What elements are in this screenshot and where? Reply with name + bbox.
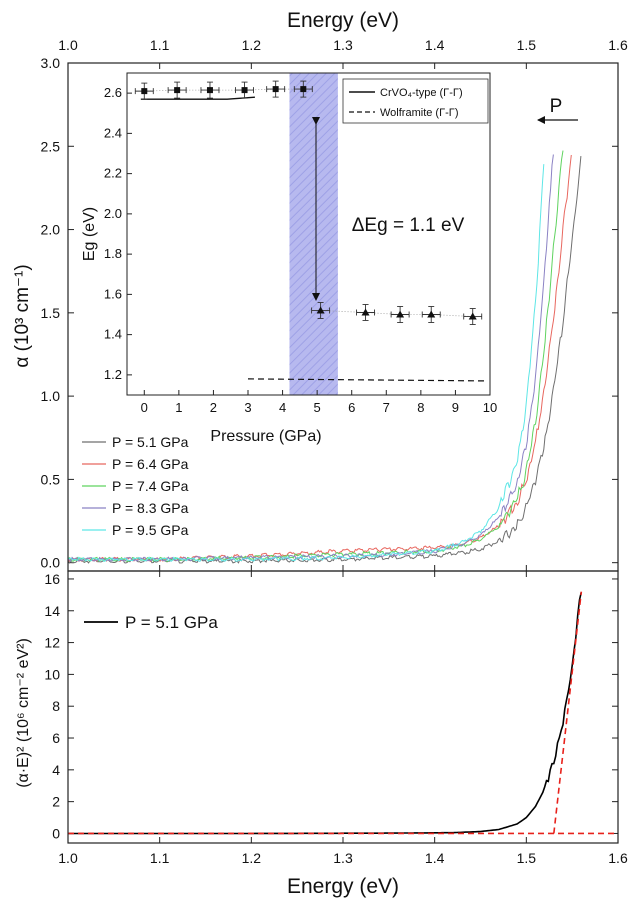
inset-x-tick-label: 2 bbox=[210, 400, 217, 415]
inset-x-tick-label: 4 bbox=[279, 400, 286, 415]
transition-region bbox=[289, 73, 338, 395]
bottom-y-tick-label: 10 bbox=[44, 666, 60, 682]
top-y-tick-label: 3.0 bbox=[41, 55, 61, 71]
inset-y-tick-label: 1.4 bbox=[104, 327, 122, 342]
bottom-y-axis-label: (α·E)² (10⁶ cm⁻² eV²) bbox=[15, 638, 32, 788]
bottom-x-tick-label: 1.4 bbox=[425, 850, 445, 866]
square-point bbox=[206, 87, 213, 94]
top-y-axis-label: α (10³ cm⁻¹) bbox=[12, 264, 33, 367]
top-x-tick-label: 1.3 bbox=[333, 37, 353, 53]
inset-x-tick-label: 3 bbox=[244, 400, 251, 415]
bottom-x-tick-label: 1.5 bbox=[517, 850, 537, 866]
top-tick-layer: 1.0 1.1 1.2 1.3 1.4 1.5 1.6 0.0 0.5 1.0 1.5 2.0 2.5 3… bbox=[41, 37, 628, 571]
top-axis-title: Energy (eV) bbox=[287, 9, 399, 32]
bottom-x-tick-label: 1.6 bbox=[608, 850, 628, 866]
bottom-y-tick-label: 14 bbox=[44, 603, 60, 619]
inset-x-tick-label: 5 bbox=[314, 400, 321, 415]
top-x-tick-label: 1.6 bbox=[608, 37, 628, 53]
top-y-tick-label: 2.0 bbox=[41, 222, 61, 238]
top-y-tick-label: 1.5 bbox=[41, 305, 61, 321]
top-x-tick-label: 1.0 bbox=[58, 37, 78, 53]
bottom-series-layer bbox=[68, 591, 618, 835]
bottom-y-tick-label: 4 bbox=[52, 762, 60, 778]
linear-fit-line bbox=[553, 591, 583, 834]
inset-x-tick-label: 8 bbox=[417, 400, 424, 415]
inset-shade-layer bbox=[289, 73, 338, 395]
top-x-tick-label: 1.5 bbox=[517, 37, 537, 53]
bottom-plot-frame bbox=[67, 570, 619, 844]
legend-label: P = 8.3 GPa bbox=[112, 500, 189, 516]
bottom-y-tick-label: 6 bbox=[52, 730, 60, 746]
triangle-point bbox=[427, 310, 436, 318]
inset-y-tick-label: 2.4 bbox=[104, 125, 122, 140]
top-series-line bbox=[67, 164, 545, 562]
legend-label: P = 5.1 GPa bbox=[112, 434, 189, 450]
bottom-y-tick-label: 8 bbox=[52, 698, 60, 714]
inset-y-tick-label: 2.6 bbox=[104, 85, 122, 100]
triangle-point bbox=[396, 310, 405, 318]
pressure-arrow-label: P bbox=[550, 96, 563, 117]
bottom-panel: 1.0 1.1 1.2 1.3 1.4 1.5 1.6 0 2 4 6 8 10 12 14 16 Energ… bbox=[15, 570, 628, 898]
bottom-x-tick-label: 1.1 bbox=[150, 850, 170, 866]
bottom-x-axis-label: Energy (eV) bbox=[287, 875, 399, 898]
top-y-tick-label: 2.5 bbox=[41, 138, 61, 154]
top-y-tick-label: 0.0 bbox=[41, 555, 61, 571]
top-x-tick-label: 1.1 bbox=[150, 37, 170, 53]
bottom-x-tick-label: 1.3 bbox=[333, 850, 353, 866]
legend-label-wolframite: Wolframite (Γ-Γ) bbox=[380, 107, 459, 119]
bottom-tick-layer: 1.0 1.1 1.2 1.3 1.4 1.5 1.6 0 2 4 6 8 10 12 14 16 bbox=[44, 571, 628, 866]
legend-label: P = 6.4 GPa bbox=[112, 456, 189, 472]
top-x-tick-label: 1.4 bbox=[425, 37, 445, 53]
inset-y-tick-label: 1.6 bbox=[104, 286, 122, 301]
legend-label: P = 7.4 GPa bbox=[112, 478, 189, 494]
legend-label-crvo4: CrVO₄-type (Γ-Γ) bbox=[380, 87, 463, 99]
top-series-line bbox=[67, 150, 564, 563]
inset-y-tick-label: 2.0 bbox=[104, 206, 122, 221]
bottom-y-tick-label: 2 bbox=[52, 794, 60, 810]
top-y-tick-label: 1.0 bbox=[41, 388, 61, 404]
square-point bbox=[141, 88, 148, 95]
inset-legend: CrVO₄-type (Γ-Γ) Wolframite (Γ-Γ) bbox=[342, 78, 489, 124]
bottom-y-tick-label: 0 bbox=[52, 825, 60, 841]
triangle-point bbox=[361, 308, 370, 316]
inset-y-tick-label: 1.2 bbox=[104, 367, 122, 382]
inset-x-tick-label: 1 bbox=[175, 400, 182, 415]
inset-x-tick-label: 7 bbox=[383, 400, 390, 415]
square-point bbox=[272, 86, 279, 93]
top-panel: Energy (eV) α (10³ cm⁻¹) 1.0 1.1 1.2 1.3 1.4… bbox=[12, 9, 628, 572]
inset-plot-frame bbox=[126, 72, 491, 396]
inset-x-tick-label: 6 bbox=[348, 400, 355, 415]
inset-x-tick-label: 10 bbox=[483, 400, 497, 415]
square-point bbox=[174, 87, 181, 94]
gap-annotation: ΔEg = 1.1 eV bbox=[352, 215, 465, 236]
inset-x-axis-label: Pressure (GPa) bbox=[210, 428, 321, 445]
inset-legend-box bbox=[342, 78, 489, 124]
triangle-point bbox=[468, 312, 477, 320]
square-point bbox=[300, 86, 307, 93]
top-series-layer bbox=[67, 150, 582, 564]
bottom-x-tick-label: 1.0 bbox=[58, 850, 78, 866]
inset-x-tick-label: 9 bbox=[452, 400, 459, 415]
triangle-point bbox=[316, 306, 325, 314]
inset-tick-layer: 0 1 2 3 4 5 6 7 8 9 10 1.2 1.4 1.6 1.8 2.0 2.2 2.4 2.6 bbox=[104, 85, 497, 415]
bottom-y-tick-label: 16 bbox=[44, 571, 60, 587]
top-y-tick-label: 0.5 bbox=[41, 471, 61, 487]
inset-y-tick-label: 2.2 bbox=[104, 166, 122, 181]
square-point bbox=[241, 87, 248, 94]
top-legend: P = 5.1 GPa P = 6.4 GPa P = 7.4 GPa P = 8.3… bbox=[82, 434, 189, 538]
inset-panel: 0 1 2 3 4 5 6 7 8 9 10 1.2 1.4 1.6 1.8 2.0 2.2 2.4 2.6 Pre… bbox=[81, 72, 497, 445]
inset-y-tick-label: 1.8 bbox=[104, 246, 122, 261]
bottom-legend-label: P = 5.1 GPa bbox=[125, 613, 218, 632]
bottom-legend: P = 5.1 GPa bbox=[84, 613, 218, 632]
bottom-y-tick-label: 12 bbox=[44, 635, 60, 651]
bottom-x-tick-label: 1.2 bbox=[242, 850, 262, 866]
legend-label: P = 9.5 GPa bbox=[112, 522, 189, 538]
inset-x-tick-label: 0 bbox=[141, 400, 148, 415]
inset-series-layer bbox=[134, 80, 487, 382]
inset-y-axis-label: Eg (eV) bbox=[81, 207, 98, 261]
top-x-tick-label: 1.2 bbox=[242, 37, 262, 53]
